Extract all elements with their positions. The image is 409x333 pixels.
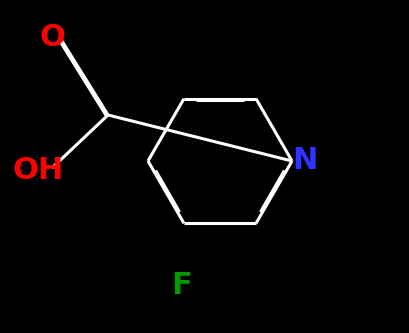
Text: O: O <box>39 24 65 53</box>
Text: OH: OH <box>12 157 63 185</box>
Text: N: N <box>292 147 317 175</box>
Text: F: F <box>171 270 192 299</box>
